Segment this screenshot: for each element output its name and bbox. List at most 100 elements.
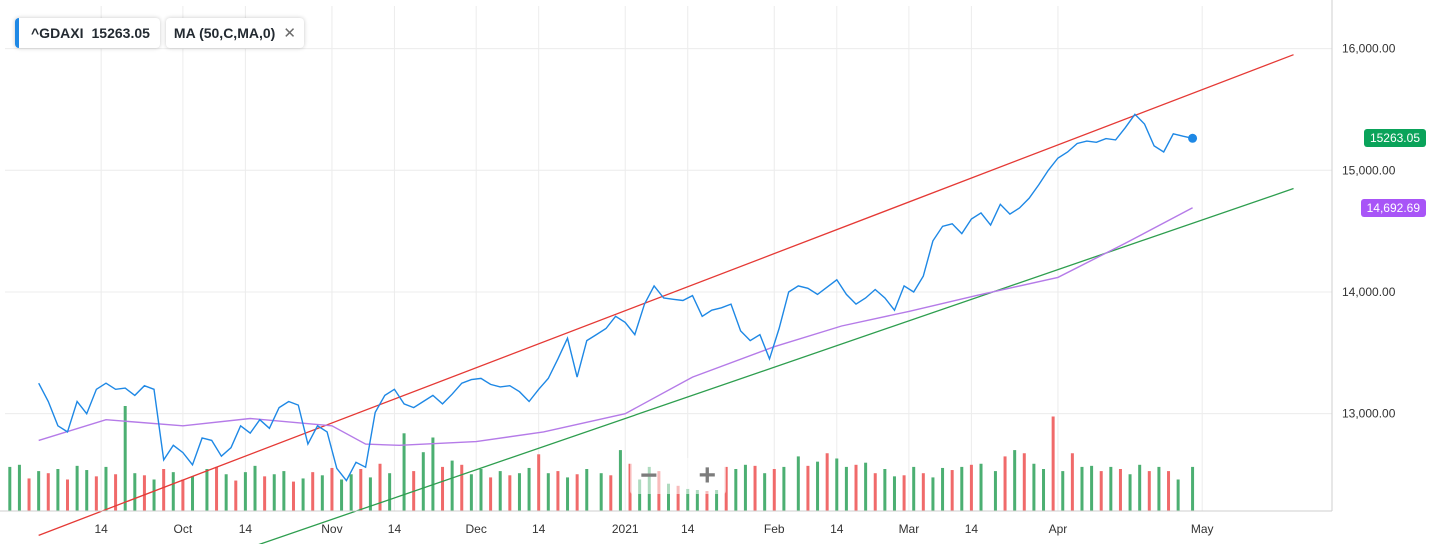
volume-bar: [638, 479, 642, 511]
volume-bar: [772, 469, 776, 511]
volume-bar: [37, 471, 41, 511]
volume-bar: [1061, 471, 1065, 511]
volume-bar: [816, 461, 820, 511]
volume-bar: [782, 466, 786, 511]
volume-bar: [825, 453, 829, 511]
volume-bar: [27, 478, 31, 511]
volume-bar: [979, 463, 983, 511]
volume-bar: [171, 472, 175, 511]
volume-bar: [585, 469, 589, 511]
x-tick-label: Nov: [321, 522, 342, 536]
grid-lines: [5, 6, 1332, 511]
zoom-controls: − +: [630, 458, 726, 494]
volume-bar: [796, 456, 800, 511]
close-icon[interactable]: ✕: [283, 25, 296, 42]
lower-trendline: [258, 187, 1294, 544]
volume-bar: [743, 464, 747, 511]
y-tick-label: 15,000.00: [1342, 163, 1396, 177]
volume-bar: [133, 473, 137, 511]
volume-bar: [441, 466, 445, 511]
volume-bar: [844, 466, 848, 511]
volume-bar: [181, 479, 185, 511]
ma-line: [38, 207, 1193, 447]
volume-bar: [94, 476, 98, 511]
volume-bar: [152, 479, 156, 511]
volume-bar: [1147, 471, 1151, 511]
symbol-chip[interactable]: ^GDAXI 15263.05: [15, 18, 160, 48]
volume-bar: [469, 474, 473, 511]
y-tick-label: 14,000.00: [1342, 285, 1396, 299]
axes: 13,000.00 14,000.00 15,000.00 16,000.00 14 Oc…: [0, 0, 1396, 536]
volume-bar: [835, 458, 839, 511]
volume-bar: [537, 454, 541, 511]
volume-bar: [921, 473, 925, 511]
volume-bar: [1191, 466, 1195, 511]
volume-bar: [854, 464, 858, 511]
volume-bar: [46, 473, 50, 511]
volume-bar: [450, 460, 454, 511]
volume-bar: [864, 462, 868, 511]
x-tick-label: Apr: [1049, 522, 1068, 536]
volume-bar: [489, 477, 493, 511]
volume-bar: [1070, 453, 1074, 511]
zoom-out-button[interactable]: −: [640, 459, 658, 492]
x-tick-label: 14: [532, 522, 546, 536]
volume-bar: [527, 467, 531, 511]
x-tick-label: Oct: [174, 522, 193, 536]
volume-bar: [1157, 466, 1161, 511]
volume-bar: [873, 473, 877, 511]
volume-bar: [66, 479, 70, 511]
volume-bar: [85, 470, 89, 511]
volume-bar: [340, 479, 344, 511]
volume-bar: [892, 476, 896, 511]
volume-bar: [1080, 466, 1084, 511]
x-tick-label: 14: [239, 522, 253, 536]
x-tick-label: 14: [388, 522, 402, 536]
volume-bar: [330, 467, 334, 511]
legend: ^GDAXI 15263.05 MA (50,C,MA,0) ✕: [15, 18, 304, 48]
volume-bar: [676, 485, 680, 511]
volume-bar: [388, 473, 392, 511]
volume-bar: [272, 474, 276, 511]
volume-bar: [359, 469, 363, 511]
volume-bar: [883, 469, 887, 511]
volume-bar: [162, 469, 166, 511]
volume-bar: [960, 466, 964, 511]
volume-bar: [715, 490, 719, 511]
indicator-label: MA (50,C,MA,0): [173, 25, 276, 41]
series-lines: [38, 113, 1198, 482]
x-tick-label: 14: [830, 522, 844, 536]
indicator-chip[interactable]: MA (50,C,MA,0) ✕: [165, 18, 304, 48]
volume-bar: [234, 480, 238, 511]
volume-bar: [378, 463, 382, 511]
volume-bar: [1109, 466, 1113, 511]
volume-bar: [263, 476, 267, 511]
volume-bar: [142, 475, 146, 511]
ma-value-tag: 14,692.69: [1360, 198, 1426, 217]
volume-bar: [224, 474, 228, 511]
volume-bar: [56, 469, 60, 511]
volume-bars: [8, 406, 1195, 511]
volume-bar: [1042, 469, 1046, 511]
volume-bar: [618, 450, 622, 511]
x-tick-label: May: [1191, 522, 1214, 536]
volume-bar: [705, 491, 709, 511]
volume-bar: [902, 475, 906, 511]
volume-bar: [1118, 469, 1122, 511]
volume-bar: [1138, 464, 1142, 511]
volume-bar: [243, 472, 247, 511]
x-tick-label: 14: [965, 522, 979, 536]
volume-bar: [950, 470, 954, 511]
volume-bar: [753, 465, 757, 511]
volume-bar: [253, 465, 257, 511]
volume-bar: [1167, 471, 1171, 511]
volume-bar: [1099, 471, 1103, 511]
volume-bar: [205, 469, 209, 511]
last-price-tag: 15263.05: [1363, 129, 1426, 148]
volume-bar: [75, 465, 79, 511]
x-tick-label: Mar: [899, 522, 920, 536]
volume-bar: [368, 477, 372, 511]
volume-bar: [599, 473, 603, 511]
zoom-in-button[interactable]: +: [698, 459, 716, 492]
